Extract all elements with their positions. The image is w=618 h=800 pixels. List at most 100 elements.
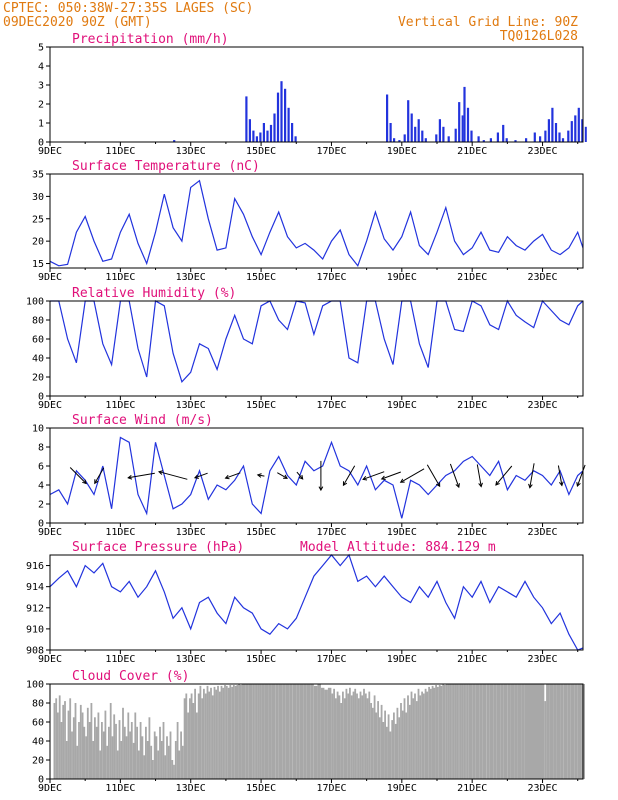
cloud-bar <box>393 712 395 779</box>
cloud-bar <box>67 710 70 779</box>
cloud-bar <box>76 745 79 780</box>
precip-bar <box>173 140 176 142</box>
cloud-bar <box>257 684 260 779</box>
cloud-bar <box>422 693 425 779</box>
wind-arrow-head <box>495 480 500 486</box>
cloud-bar <box>333 688 335 780</box>
cloud-bar <box>419 695 422 779</box>
cloud-bar <box>118 720 121 779</box>
cloud-bar <box>199 685 202 779</box>
wind-arrow-head <box>342 481 348 487</box>
cloud-bar <box>160 741 163 779</box>
x-tick-label: 13DEC <box>176 272 206 283</box>
cloud-bar <box>268 684 272 779</box>
cloud-bar <box>442 684 445 779</box>
wind-arrow-head <box>256 473 262 478</box>
cloud-bar <box>342 691 344 779</box>
x-tick-label: 23DEC <box>527 400 557 411</box>
cloud-bar <box>370 703 372 779</box>
cloud-bar <box>510 684 515 779</box>
wind-arrow-shaft <box>400 468 425 483</box>
cloud-bar <box>210 687 212 779</box>
cloud-bar <box>386 726 388 780</box>
cloud-bar <box>143 755 145 780</box>
cloud-bar <box>60 722 63 779</box>
y-tick-label: 40 <box>32 737 44 748</box>
cloud-bar <box>190 693 193 779</box>
wind-arrow-head <box>318 486 324 492</box>
cloud-bar <box>185 693 188 779</box>
x-tick-label: 15DEC <box>246 272 276 283</box>
y-tick-label: 100 <box>26 297 44 308</box>
wind-arrow <box>342 465 356 487</box>
precip-bar <box>269 124 273 142</box>
precip-bar <box>470 130 473 142</box>
cloud-bar <box>359 691 362 779</box>
cloud-bar <box>164 755 167 780</box>
cloud-bar <box>528 684 532 779</box>
cloud-bar <box>139 722 142 779</box>
wind-arrow <box>193 472 208 479</box>
x-tick-label: 11DEC <box>105 654 135 665</box>
precip-bar <box>567 130 570 142</box>
x-tick-label: 15DEC <box>246 527 276 538</box>
cloud-bar <box>102 731 105 779</box>
precip-bar <box>489 138 492 142</box>
x-tick-label: 15DEC <box>246 146 276 157</box>
panel-title: Relative Humidity (%) <box>72 286 236 301</box>
cloud-bar <box>354 688 357 780</box>
cloud-bar <box>206 685 209 779</box>
cloud-bar <box>577 684 582 779</box>
x-tick-label: 17DEC <box>316 272 346 283</box>
cloud-bar <box>123 726 126 780</box>
wind-arrow-shaft <box>342 465 356 486</box>
y-tick-label: 910 <box>26 624 44 635</box>
wind-arrow-shaft <box>449 463 460 488</box>
cloud-bar <box>364 693 367 779</box>
cloud-bar <box>560 684 564 779</box>
cloud-bar <box>368 691 371 779</box>
x-tick-label: 19DEC <box>387 272 417 283</box>
pres-series-line <box>49 553 584 651</box>
cloud-bar <box>306 684 311 779</box>
cloud-bar <box>503 684 508 779</box>
cloud-bar <box>574 684 578 779</box>
cloud-bar <box>148 717 151 780</box>
cloud-bar <box>408 704 411 779</box>
y-tick-label: 2 <box>38 100 44 111</box>
x-tick-label: 21DEC <box>457 783 487 794</box>
cloud-bar <box>421 691 423 779</box>
precip-bar <box>280 81 283 142</box>
cloud-bar <box>157 750 160 779</box>
cloud-bar <box>150 745 153 780</box>
precip-bar <box>577 107 580 142</box>
x-tick-label: 9DEC <box>38 272 62 283</box>
wind-arrow-head <box>283 474 288 479</box>
cloud-bar <box>69 698 72 780</box>
y-tick-label: 15 <box>32 259 44 270</box>
precip-bar <box>581 119 584 142</box>
cloud-bar <box>254 684 256 779</box>
cloud-bar <box>407 695 409 779</box>
wind-arrow <box>318 460 324 492</box>
precip-bar <box>554 123 558 142</box>
cloud-bar <box>159 726 161 780</box>
cloud-bar <box>493 684 497 779</box>
cloud-bar <box>335 698 337 780</box>
cloud-bar <box>435 685 437 779</box>
cloud-bar <box>215 689 218 779</box>
y-tick-label: 60 <box>32 718 44 729</box>
y-tick-label: 60 <box>32 335 44 346</box>
x-tick-label: 15DEC <box>246 654 276 665</box>
x-tick-label: 11DEC <box>105 527 135 538</box>
cloud-bar <box>245 684 248 779</box>
precip-bar <box>574 115 577 142</box>
wind-arrow-head <box>478 482 483 488</box>
cloud-bar <box>255 684 258 779</box>
x-tick-label: 13DEC <box>176 146 206 157</box>
cloud-bar <box>542 684 545 779</box>
cloud-bar <box>387 714 390 779</box>
cloud-bar <box>83 726 86 780</box>
x-tick-label: 21DEC <box>457 654 487 665</box>
x-tick-label: 19DEC <box>387 146 417 157</box>
